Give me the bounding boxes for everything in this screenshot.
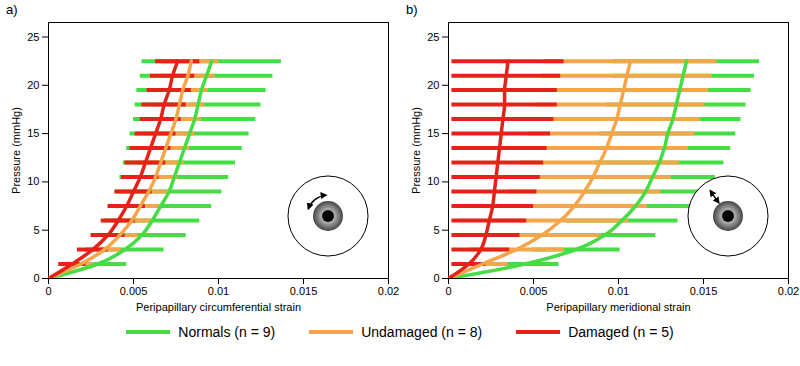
svg-text:Pressure (mmHg): Pressure (mmHg) [10, 107, 22, 194]
svg-text:0.01: 0.01 [208, 285, 229, 297]
svg-text:0: 0 [445, 285, 451, 297]
svg-text:0.005: 0.005 [520, 285, 548, 297]
html-text:a): a) [6, 2, 18, 17]
svg-text:5: 5 [433, 224, 439, 236]
svg-text:0.02: 0.02 [778, 285, 799, 297]
svg-text:10: 10 [427, 175, 439, 187]
svg-text:15: 15 [27, 127, 39, 139]
svg-text:5: 5 [33, 224, 39, 236]
html-text:Damaged (n = 5): Damaged (n = 5) [568, 324, 674, 340]
svg-text:Pressure (mmHg): Pressure (mmHg) [410, 107, 422, 194]
html-text:Normals (n = 9): Normals (n = 9) [178, 324, 276, 340]
svg-text:0: 0 [33, 272, 39, 284]
svg-text:0: 0 [45, 285, 51, 297]
svg-text:25: 25 [27, 31, 39, 43]
svg-text:0.02: 0.02 [378, 285, 399, 297]
svg-text:0.015: 0.015 [290, 285, 318, 297]
html-text:Undamaged (n = 8): Undamaged (n = 8) [361, 324, 483, 340]
svg-text:0.015: 0.015 [690, 285, 718, 297]
svg-text:Peripapillary circumferential: Peripapillary circumferential strain [136, 301, 301, 313]
svg-text:0.005: 0.005 [120, 285, 148, 297]
svg-text:20: 20 [27, 79, 39, 91]
svg-text:0: 0 [433, 272, 439, 284]
svg-text:10: 10 [27, 175, 39, 187]
svg-text:20: 20 [427, 79, 439, 91]
html-text:b): b) [406, 2, 418, 17]
svg-text:0.01: 0.01 [608, 285, 629, 297]
svg-text:Peripapillary meridional strai: Peripapillary meridional strain [546, 301, 690, 313]
svg-text:25: 25 [427, 31, 439, 43]
svg-text:15: 15 [427, 127, 439, 139]
